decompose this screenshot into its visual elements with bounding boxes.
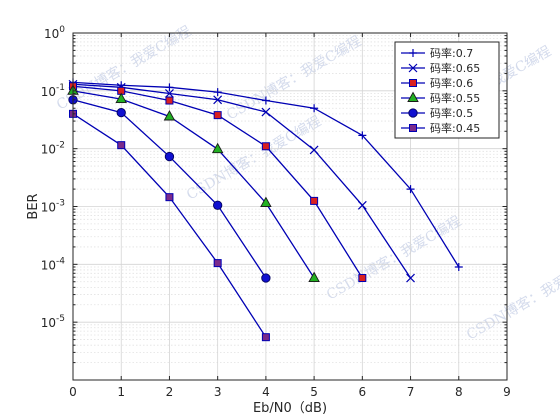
data-point <box>213 88 222 97</box>
axes: 0 1 2 3 4 5 6 7 8 9 10-5 10-4 10-3 10-2 10-1 100 Eb/N0（d… <box>26 25 511 416</box>
data-point <box>358 131 367 140</box>
x-tick-label: 6 <box>359 385 367 399</box>
data-point <box>213 95 223 105</box>
watermark-text: CSDN博客：我爱C编程 <box>464 252 560 343</box>
y-tick-label: 10-1 <box>41 83 65 99</box>
data-point <box>116 107 126 118</box>
data-point <box>309 145 319 155</box>
x-tick-label: 9 <box>503 385 511 399</box>
legend-item: 码率:0.7 <box>401 46 473 60</box>
legend-marker <box>407 91 419 102</box>
data-point <box>164 151 175 162</box>
legend-marker <box>408 63 418 73</box>
legend-marker <box>409 79 417 87</box>
data-point <box>213 111 222 120</box>
watermark-text: CSDN博客：我爱C编程 <box>324 212 465 303</box>
legend-item: 码率:0.45 <box>401 121 480 135</box>
y-tick-label: 10-5 <box>41 314 65 330</box>
data-point <box>454 262 463 271</box>
legend-label: 码率:0.5 <box>430 106 473 120</box>
y-axis-label: BER <box>26 193 41 219</box>
data-point <box>260 196 272 207</box>
data-point <box>165 193 174 202</box>
data-point <box>358 274 367 283</box>
data-point <box>261 333 270 342</box>
data-point <box>163 110 176 121</box>
y-tick-label: 10-3 <box>41 199 65 215</box>
y-tick-label: 10-2 <box>41 141 65 157</box>
legend-marker <box>409 124 417 132</box>
data-point <box>261 273 271 283</box>
data-point <box>261 107 271 117</box>
data-point <box>310 104 319 113</box>
legend-item: 码率:0.5 <box>401 106 473 120</box>
data-point <box>165 83 174 92</box>
x-tick-label: 3 <box>214 385 222 399</box>
legend-label: 码率:0.65 <box>430 61 480 75</box>
y-tick-label: 100 <box>44 25 65 41</box>
data-point <box>357 200 367 210</box>
series-line <box>72 90 315 279</box>
legend-box <box>394 41 500 139</box>
x-tick-label: 4 <box>262 385 270 399</box>
data-point <box>261 142 270 151</box>
x-tick-label: 0 <box>69 385 77 399</box>
data-point <box>213 259 222 268</box>
data-point <box>406 185 415 194</box>
x-tick-label: 5 <box>310 385 318 399</box>
legend-item: 码率:0.55 <box>401 91 480 105</box>
data-point <box>211 142 224 154</box>
legend-marker <box>408 108 418 118</box>
legend-marker <box>409 49 417 57</box>
legend-label: 码率:0.55 <box>430 91 480 105</box>
data-point <box>115 92 127 104</box>
legend-label: 码率:0.6 <box>430 76 473 90</box>
legend-item: 码率:0.65 <box>401 61 480 75</box>
data-point <box>213 200 223 210</box>
legend-label: 码率:0.45 <box>430 121 480 135</box>
x-tick-label: 1 <box>117 385 125 399</box>
data-point <box>117 141 126 150</box>
data-point <box>406 273 415 283</box>
x-tick-label: 2 <box>166 385 174 399</box>
series-4 <box>67 84 320 282</box>
legend-item: 码率:0.6 <box>401 76 473 90</box>
x-axis-label: Eb/N0（dB) <box>253 401 327 416</box>
x-tick-label: 7 <box>407 385 415 399</box>
data-point <box>308 271 320 282</box>
legend-label: 码率:0.7 <box>430 46 473 60</box>
x-tick-label: 8 <box>455 385 463 399</box>
data-point <box>165 89 174 98</box>
y-tick-label: 10-4 <box>41 256 66 272</box>
data-point <box>165 96 174 105</box>
series-line <box>72 83 412 279</box>
data-point <box>310 196 319 205</box>
data-point <box>261 96 270 105</box>
series-layer <box>67 78 463 342</box>
